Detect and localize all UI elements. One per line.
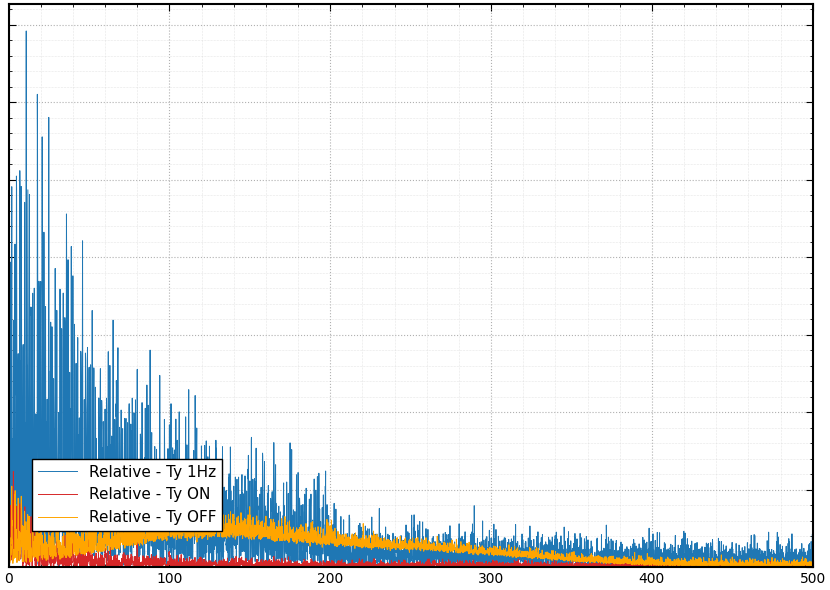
Relative - Ty OFF xyxy=(486,544,496,551)
Relative - Ty 1Hz xyxy=(22,27,32,34)
Relative - Ty OFF xyxy=(665,556,675,563)
Relative - Ty OFF xyxy=(311,534,321,541)
Relative - Ty 1Hz xyxy=(149,443,159,450)
Relative - Ty ON xyxy=(428,563,438,571)
Line: Relative - Ty 1Hz: Relative - Ty 1Hz xyxy=(8,31,813,567)
Relative - Ty ON xyxy=(8,468,18,475)
Relative - Ty ON xyxy=(665,562,675,569)
Relative - Ty OFF xyxy=(3,547,13,554)
Relative - Ty OFF xyxy=(784,563,794,571)
Relative - Ty 1Hz xyxy=(604,537,614,545)
Legend: Relative - Ty 1Hz, Relative - Ty ON, Relative - Ty OFF: Relative - Ty 1Hz, Relative - Ty ON, Rel… xyxy=(32,458,222,531)
Relative - Ty 1Hz xyxy=(311,493,321,500)
Relative - Ty OFF xyxy=(527,553,537,560)
Line: Relative - Ty OFF: Relative - Ty OFF xyxy=(8,480,813,567)
Relative - Ty 1Hz xyxy=(3,522,13,529)
Relative - Ty 1Hz xyxy=(333,563,343,571)
Relative - Ty 1Hz xyxy=(808,555,818,562)
Relative - Ty OFF xyxy=(603,560,613,567)
Relative - Ty 1Hz xyxy=(665,545,675,552)
Relative - Ty ON xyxy=(149,562,159,569)
Line: Relative - Ty ON: Relative - Ty ON xyxy=(8,471,813,567)
Relative - Ty ON xyxy=(311,559,321,566)
Relative - Ty ON xyxy=(486,559,496,566)
Relative - Ty OFF xyxy=(808,560,818,568)
Relative - Ty 1Hz xyxy=(486,535,496,542)
Relative - Ty 1Hz xyxy=(527,548,537,555)
Relative - Ty ON xyxy=(808,563,818,570)
Relative - Ty OFF xyxy=(27,477,37,484)
Relative - Ty OFF xyxy=(149,530,159,537)
Relative - Ty ON xyxy=(604,560,614,567)
Relative - Ty ON xyxy=(527,558,537,565)
Relative - Ty ON xyxy=(3,560,13,567)
